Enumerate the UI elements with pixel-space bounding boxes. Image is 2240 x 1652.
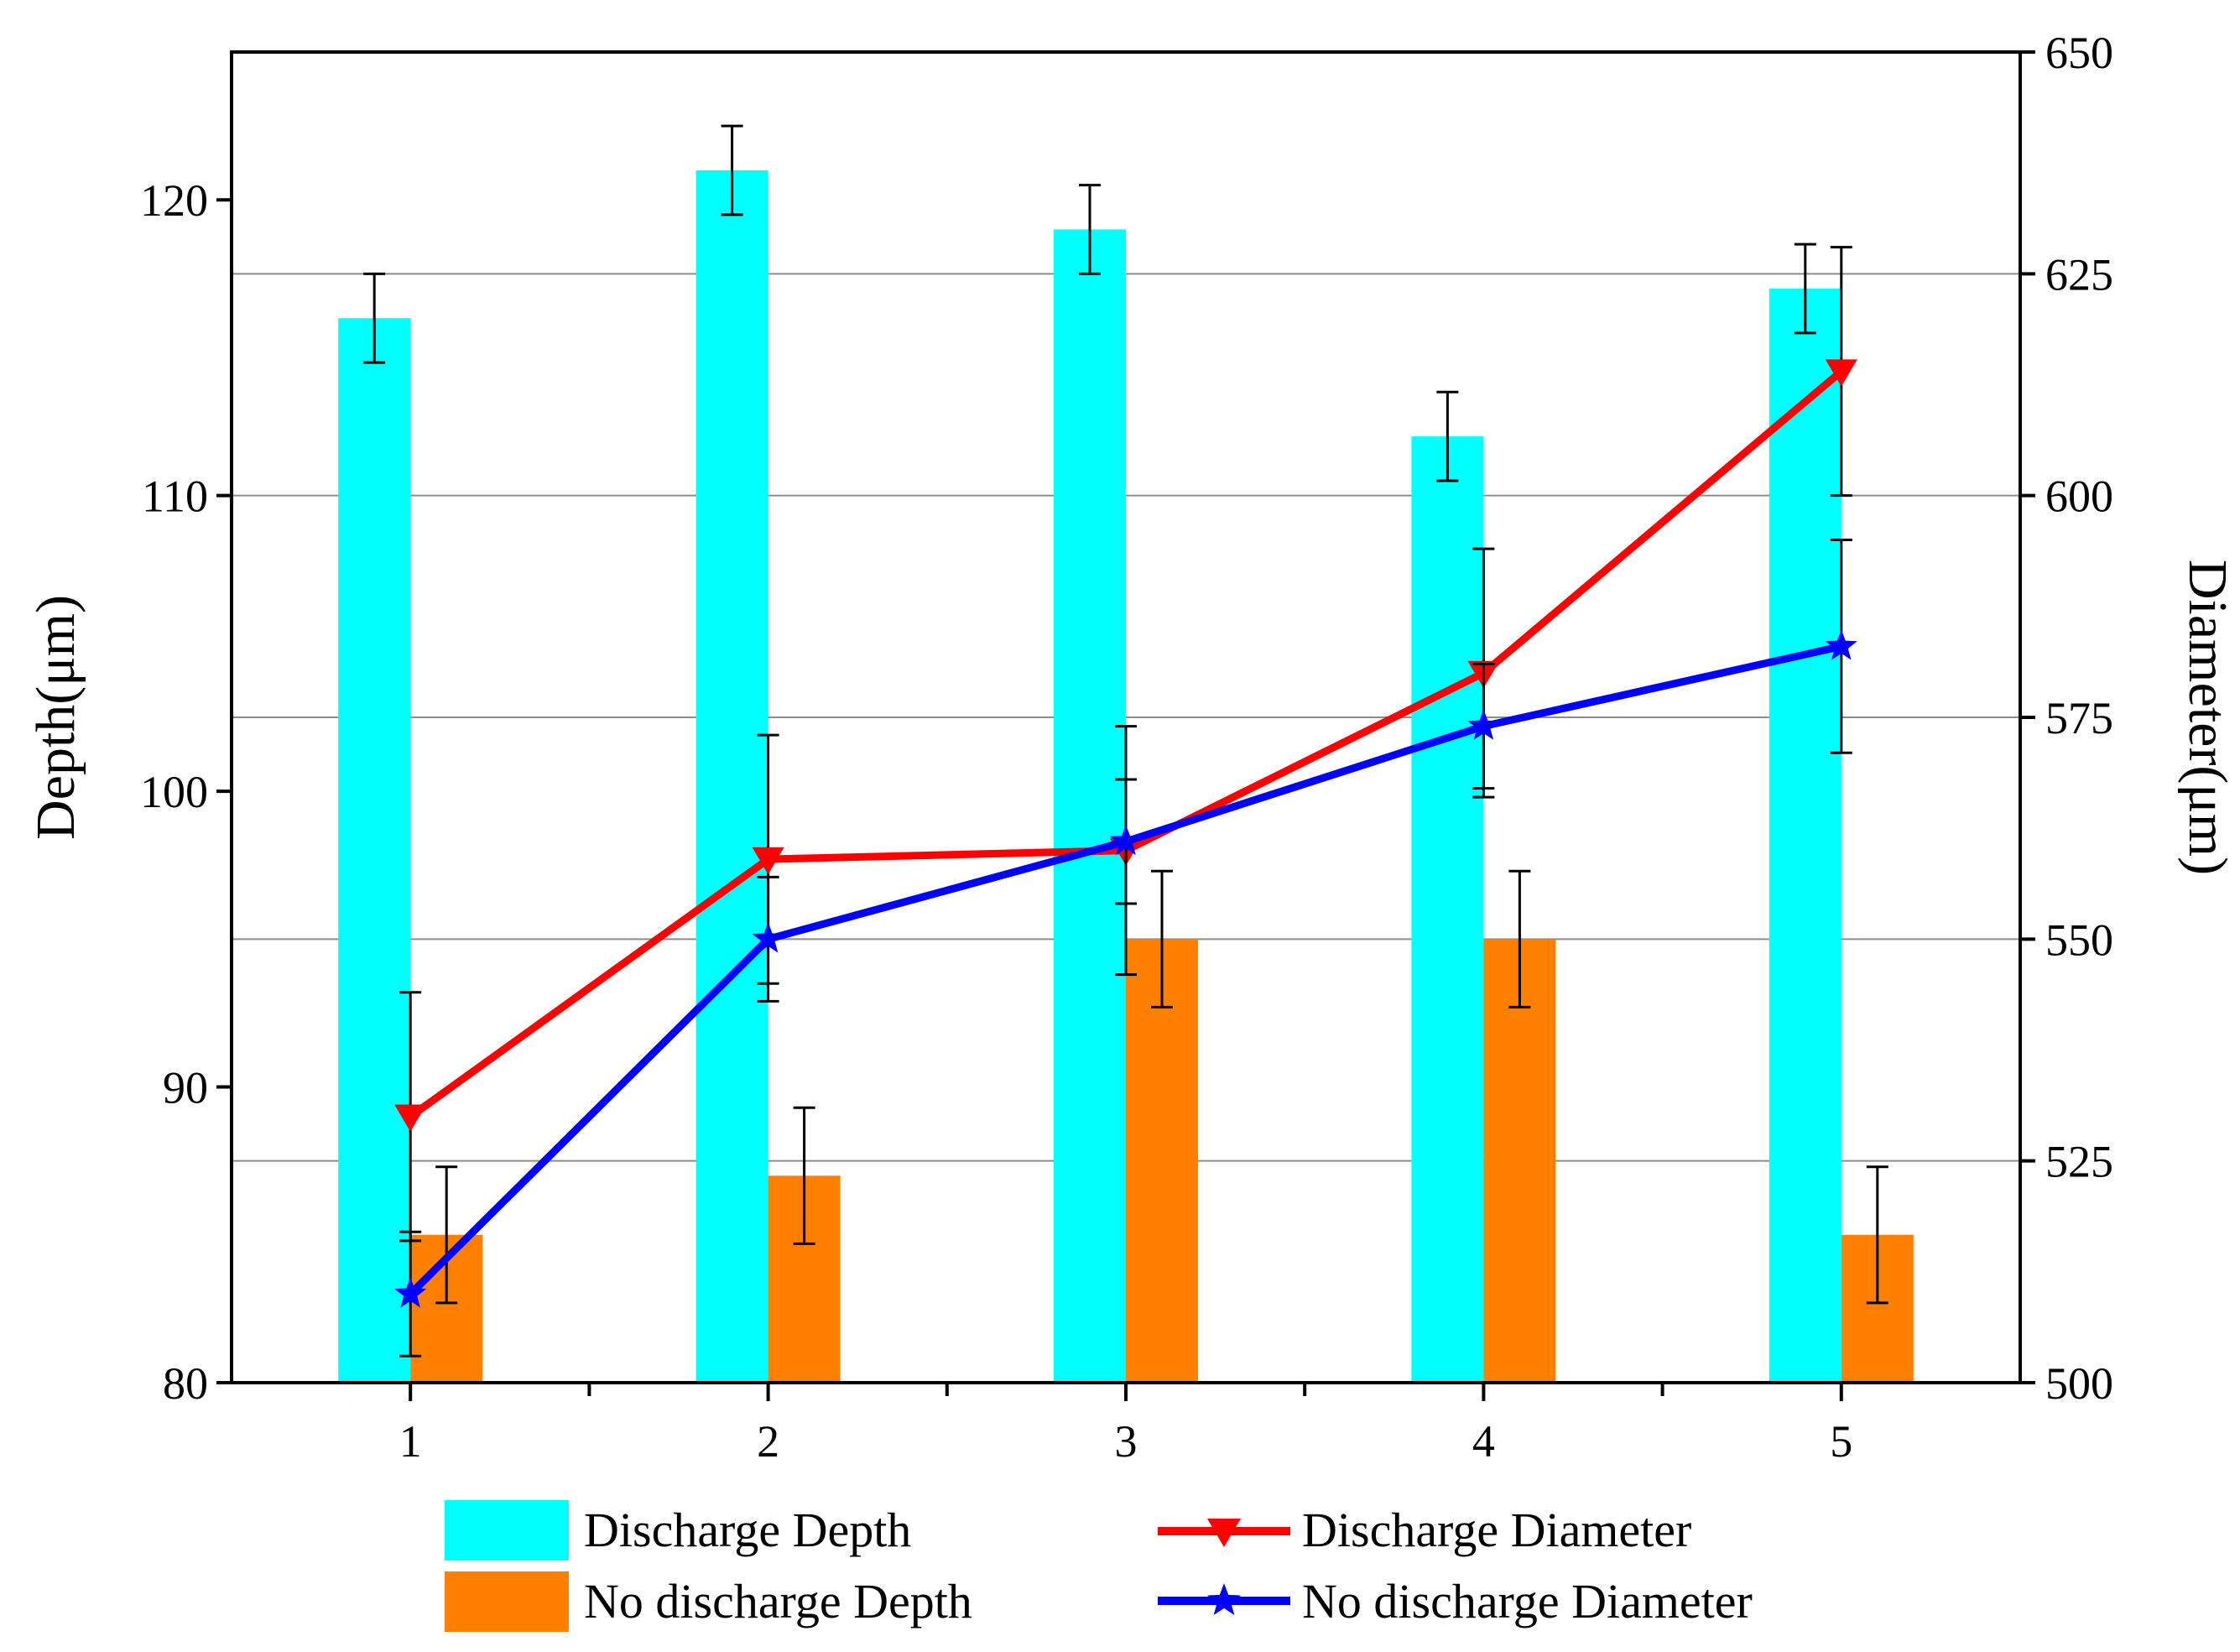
right-tick-label: 625 — [2045, 249, 2113, 300]
left-tick-label: 90 — [163, 1063, 208, 1113]
bars — [338, 124, 1914, 1384]
left-tick-label: 120 — [140, 175, 208, 226]
legend: Discharge Depth No discharge Depth Disch… — [445, 1500, 1753, 1632]
bar-discharge-depth-4 — [1411, 436, 1484, 1384]
series-lines — [394, 246, 1857, 1358]
bar-no-discharge-depth-4 — [1483, 939, 1556, 1383]
bar-discharge-depth-5 — [1769, 288, 1841, 1383]
left-tick-label: 80 — [163, 1358, 208, 1409]
legend-marker-discharge-diameter — [1207, 1519, 1241, 1547]
left-axis-title: Depth(μm) — [25, 595, 86, 840]
legend-marker-no-discharge-diameter — [1207, 1583, 1241, 1615]
point-no-discharge-diameter-2 — [752, 922, 784, 953]
right-tick-label: 500 — [2045, 1358, 2113, 1409]
x-tick-label: 1 — [399, 1416, 422, 1467]
bar-no-discharge-depth-3 — [1126, 939, 1198, 1383]
legend-label-discharge-depth: Discharge Depth — [584, 1503, 911, 1557]
x-tick-label: 5 — [1830, 1416, 1852, 1467]
legend-label-no-discharge-depth: No discharge Depth — [584, 1574, 972, 1629]
right-tick-label: 600 — [2045, 472, 2113, 522]
legend-swatch-discharge-depth — [445, 1500, 569, 1561]
bar-discharge-depth-3 — [1054, 229, 1126, 1383]
right-axis-title: Diameter(μm) — [2177, 560, 2238, 875]
point-no-discharge-diameter-4 — [1467, 709, 1500, 740]
right-tick-label: 550 — [2045, 915, 2113, 965]
bar-discharge-depth-1 — [338, 318, 411, 1384]
legend-label-no-discharge-diameter: No discharge Diameter — [1302, 1574, 1753, 1629]
left-tick-label: 110 — [142, 472, 208, 522]
point-no-discharge-diameter-1 — [394, 1277, 427, 1308]
bar-discharge-depth-2 — [695, 169, 768, 1383]
right-tick-label: 525 — [2045, 1137, 2113, 1187]
point-no-discharge-diameter-5 — [1825, 629, 1857, 660]
right-tick-label: 650 — [2045, 28, 2113, 78]
legend-label-discharge-diameter: Discharge Diameter — [1302, 1503, 1691, 1557]
legend-swatch-no-discharge-depth — [445, 1571, 569, 1632]
point-discharge-diameter-1 — [394, 1104, 427, 1132]
x-tick-label: 3 — [1115, 1416, 1138, 1467]
x-tick-label: 4 — [1472, 1416, 1495, 1467]
axes: 80 90 100 110 120 500 525 550 575 600 625 650 1 2 3 4 5 — [140, 28, 2113, 1467]
right-tick-label: 575 — [2045, 693, 2113, 743]
point-no-discharge-diameter-3 — [1109, 825, 1143, 856]
left-tick-label: 100 — [140, 767, 208, 817]
point-discharge-diameter-2 — [752, 847, 784, 875]
x-tick-label: 2 — [757, 1416, 779, 1467]
point-discharge-diameter-5 — [1825, 359, 1857, 387]
